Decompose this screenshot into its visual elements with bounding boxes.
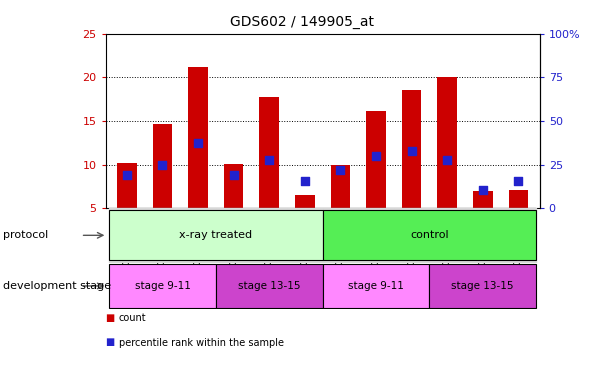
FancyBboxPatch shape (109, 264, 216, 308)
Point (336, 167, 346, 173)
Bar (473, 190, 493, 208)
Text: stage 13-15: stage 13-15 (452, 281, 514, 291)
Bar (508, 190, 528, 208)
FancyBboxPatch shape (216, 264, 323, 308)
Point (229, 172, 238, 178)
Bar (500, 208, 536, 262)
Text: count: count (119, 313, 147, 323)
Bar (153, 124, 172, 208)
Bar (109, 208, 145, 262)
Point (157, 162, 167, 168)
Bar (330, 165, 350, 208)
Bar (366, 111, 386, 208)
Point (371, 153, 381, 159)
Bar (259, 98, 279, 208)
Bar (251, 208, 287, 262)
Point (443, 157, 452, 163)
Point (478, 187, 488, 193)
FancyBboxPatch shape (429, 264, 536, 308)
Text: stage 9-11: stage 9-11 (348, 281, 404, 291)
Bar (394, 208, 429, 262)
Text: stage 13-15: stage 13-15 (238, 281, 300, 291)
FancyBboxPatch shape (109, 210, 323, 260)
Bar (180, 208, 216, 262)
Bar (437, 77, 457, 208)
Text: ■: ■ (106, 313, 115, 323)
Point (407, 148, 417, 154)
Point (514, 178, 523, 184)
Point (264, 157, 274, 163)
FancyBboxPatch shape (323, 210, 536, 260)
Bar (358, 208, 394, 262)
Text: stage 9-11: stage 9-11 (134, 281, 191, 291)
Text: x-ray treated: x-ray treated (179, 230, 253, 240)
Bar (295, 195, 315, 208)
Bar (323, 208, 358, 262)
Text: GDS602 / 149905_at: GDS602 / 149905_at (230, 15, 373, 29)
FancyBboxPatch shape (323, 264, 429, 308)
Text: control: control (410, 230, 449, 240)
Text: protocol: protocol (3, 230, 48, 240)
Bar (145, 208, 180, 262)
Bar (465, 208, 500, 262)
Text: development stage: development stage (3, 281, 111, 291)
Bar (216, 208, 251, 262)
Bar (117, 163, 137, 208)
Bar (402, 90, 421, 208)
Bar (224, 164, 244, 208)
Bar (429, 208, 465, 262)
Bar (287, 208, 323, 262)
Text: ■: ■ (106, 338, 115, 348)
Bar (188, 67, 208, 208)
Text: percentile rank within the sample: percentile rank within the sample (119, 338, 284, 348)
Point (300, 178, 309, 184)
Point (193, 140, 203, 146)
Point (122, 172, 131, 178)
